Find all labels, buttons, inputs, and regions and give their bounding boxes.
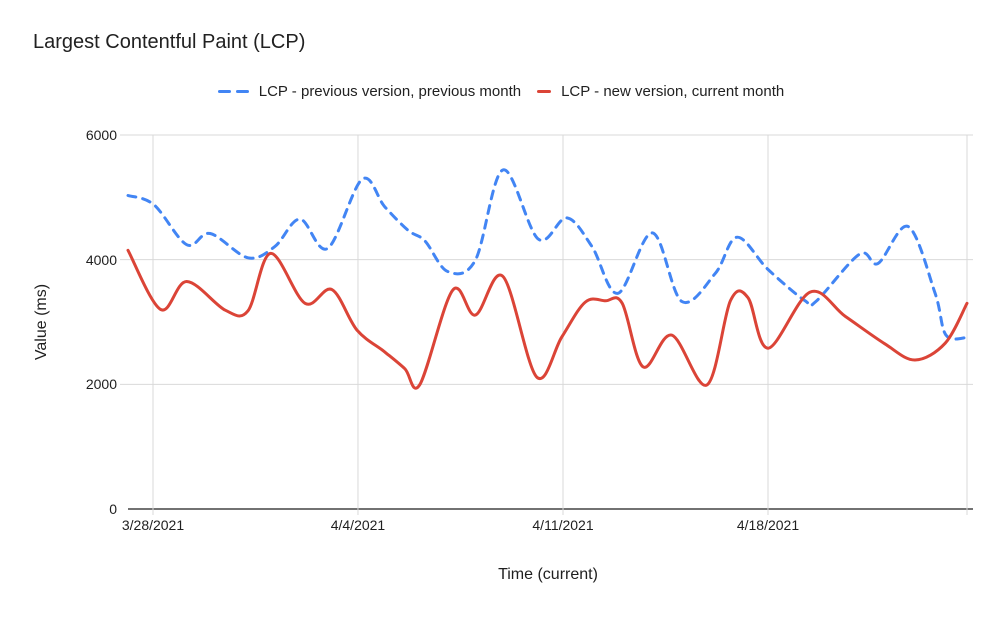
legend-label-previous-version: LCP - previous version, previous month	[258, 83, 522, 100]
x-tick-label: 4/11/2021	[532, 517, 594, 533]
y-tick-label: 6000	[85, 127, 117, 143]
y-tick-label: 4000	[85, 251, 117, 268]
dashed-line-swatch-icon	[217, 90, 249, 93]
legend: LCP - previous version, previous month L…	[0, 83, 1002, 100]
legend-label-new-version: LCP - new version, current month	[561, 83, 785, 100]
legend-item-previous-version: LCP - previous version, previous month	[217, 83, 522, 100]
legend-item-new-version: LCP - new version, current month	[537, 83, 784, 100]
chart-title: Largest Contentful Paint (LCP)	[33, 31, 306, 53]
series-line-previous-version	[126, 168, 969, 341]
x-axis-title: Time (current)	[498, 566, 598, 583]
x-tick-label: 4/4/2021	[330, 517, 386, 533]
series-line-new-version	[126, 248, 969, 390]
x-tick-label: 4/18/2021	[736, 517, 800, 533]
y-tick-label: 0	[109, 501, 117, 517]
solid-line-swatch-icon	[537, 90, 552, 93]
y-tick-label: 2000	[85, 376, 117, 393]
x-tick-label: 3/28/2021	[121, 517, 185, 533]
